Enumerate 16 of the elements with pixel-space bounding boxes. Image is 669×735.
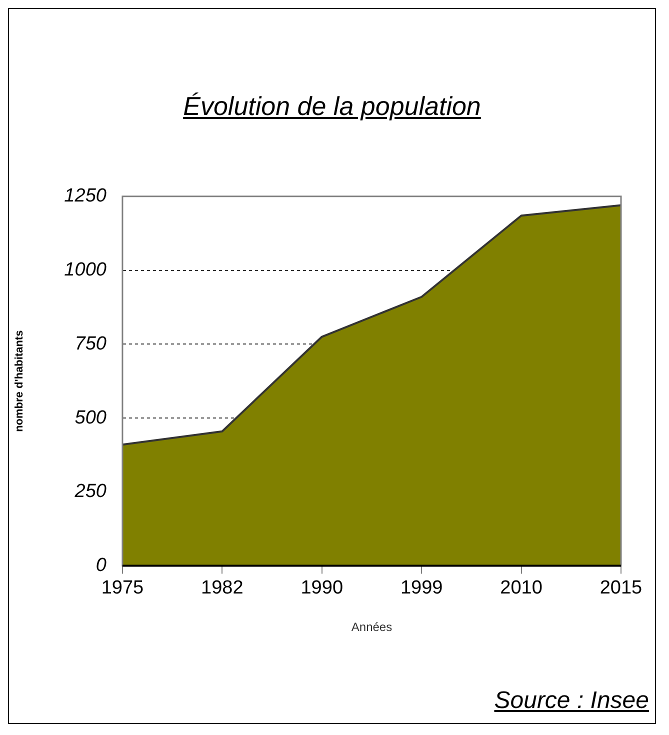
x-tick-label: 1975 bbox=[101, 577, 144, 598]
x-tick-label: 1990 bbox=[300, 577, 344, 598]
x-tick-label: 2015 bbox=[600, 577, 642, 598]
y-tick-label: 750 bbox=[74, 333, 107, 354]
y-tick-label: 500 bbox=[74, 407, 107, 428]
y-tick-label: 1250 bbox=[64, 186, 107, 207]
y-tick-label: 1000 bbox=[64, 260, 107, 281]
y-tick-label: 250 bbox=[74, 481, 107, 502]
y-tick-label: 0 bbox=[96, 555, 107, 576]
x-tick-label: 1999 bbox=[400, 577, 443, 598]
y-axis-title: nombre d'habitants bbox=[14, 330, 26, 432]
source-note: Source : Insee bbox=[494, 687, 649, 715]
x-tick-label: 1982 bbox=[201, 577, 244, 598]
x-tick-label: 2010 bbox=[500, 577, 542, 598]
chart-title: Évolution de la population bbox=[182, 91, 482, 122]
x-axis-title: Années bbox=[351, 620, 392, 634]
